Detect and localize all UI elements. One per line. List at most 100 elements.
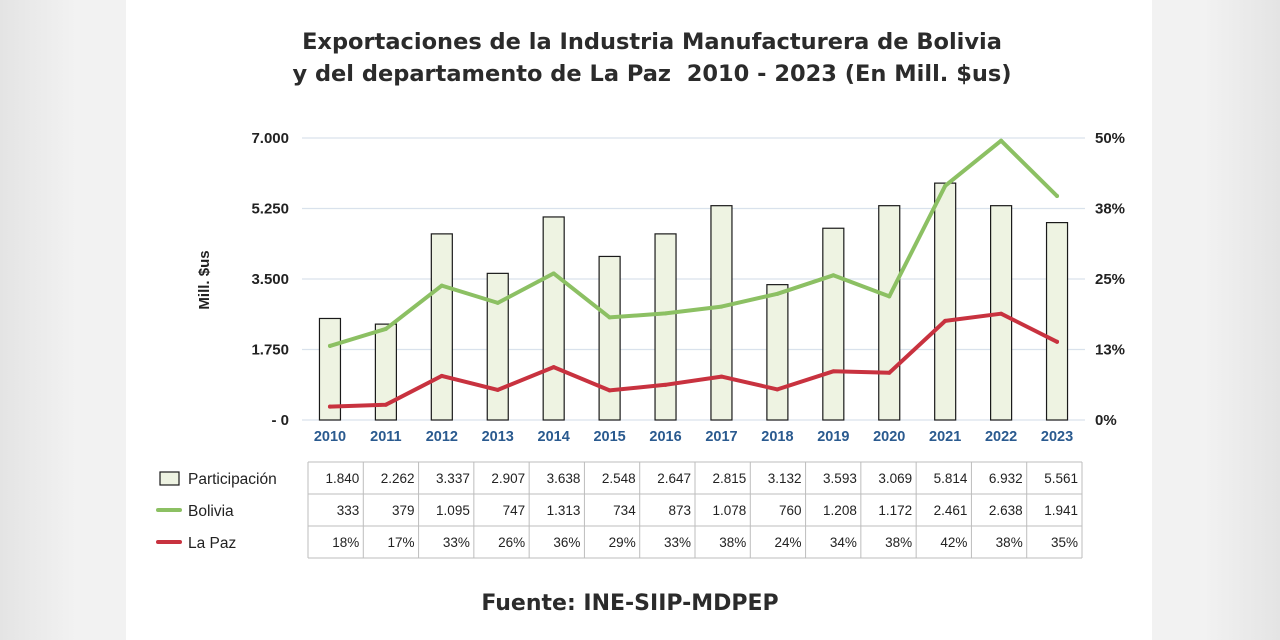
point-la-paz (719, 374, 724, 379)
x-tick-label: 2013 (482, 429, 514, 445)
legend-swatch-participacion (159, 471, 180, 486)
legend-label-bolivia: Bolivia (188, 503, 234, 520)
point-bolivia (383, 326, 388, 331)
bar-participacion (1045, 222, 1069, 421)
point-bolivia (607, 315, 612, 320)
point-la-paz (887, 370, 892, 375)
point-bolivia (943, 183, 948, 188)
x-tick-label: 2022 (985, 429, 1017, 445)
table-cell: 873 (668, 503, 691, 518)
table-cell: 35% (1051, 535, 1078, 550)
table-cell: 2.907 (491, 471, 525, 486)
table-cell: 760 (779, 503, 802, 518)
source-note: Fuente: INE-SIIP-MDPEP (481, 591, 779, 616)
y-right-tick-label: 38% (1095, 201, 1125, 218)
table-cell: 3.337 (436, 471, 470, 486)
table-cell: 747 (503, 503, 526, 518)
bar-participacion (486, 272, 509, 421)
title-line-2: y del departamento de La Paz 2010 - 2023… (292, 61, 1012, 87)
bar-participacion (374, 323, 397, 421)
table-cell: 1.078 (712, 503, 746, 518)
table-cell: 26% (498, 535, 525, 550)
table-cell: 33% (664, 535, 691, 550)
x-tick-label: 2016 (649, 429, 681, 445)
table-cell: 1.172 (878, 503, 912, 518)
x-tick-label: 2014 (538, 429, 570, 445)
lines-group (327, 138, 1060, 409)
y-right-tick-label: 25% (1095, 271, 1125, 288)
table-cell: 2.262 (381, 471, 415, 486)
point-bolivia (495, 300, 500, 305)
point-la-paz (439, 373, 444, 378)
table-cell: 1.941 (1044, 503, 1078, 518)
y-left-tick-label: - 0 (271, 412, 289, 429)
x-tick-label: 2011 (370, 429, 401, 445)
table-cell: 33% (443, 535, 470, 550)
point-la-paz (607, 388, 612, 393)
y-axis-left: 7.000 5.250 3.500 1.750 - 0 (251, 130, 289, 429)
legend: Participación Bolivia La Paz (156, 471, 277, 552)
point-la-paz (551, 365, 556, 370)
table-cell: 2.638 (989, 503, 1023, 518)
table-cell: 42% (940, 535, 967, 550)
point-bolivia (887, 294, 892, 299)
y-axis-right: 50% 38% 25% 13% 0% (1095, 130, 1125, 429)
table-cell: 5.814 (934, 471, 968, 486)
point-la-paz (383, 402, 388, 407)
bar-participacion (710, 205, 733, 421)
point-bolivia (551, 271, 556, 276)
point-bolivia (1055, 193, 1060, 198)
table-cell: 2.647 (657, 471, 691, 486)
table-cell: 1.313 (547, 503, 581, 518)
table-cell: 5.561 (1044, 471, 1078, 486)
point-bolivia (327, 343, 332, 348)
table-cell: 34% (830, 535, 857, 550)
chart-title: Exportaciones de la Industria Manufactur… (126, 26, 1178, 90)
table-cell: 18% (332, 535, 359, 550)
y-left-tick-label: 3.500 (251, 271, 289, 288)
table-cell: 1.208 (823, 503, 857, 518)
x-tick-label: 2010 (314, 429, 346, 445)
point-bolivia (775, 291, 780, 296)
bar-participacion (430, 233, 453, 421)
bar-participacion (934, 182, 957, 421)
bar-participacion (598, 255, 621, 421)
bar-participacion (878, 205, 901, 421)
point-la-paz (775, 387, 780, 392)
y-left-tick-label: 7.000 (251, 130, 289, 147)
y-right-tick-label: 13% (1095, 342, 1125, 359)
table-cell: 3.132 (768, 471, 802, 486)
point-la-paz (327, 404, 332, 409)
bar-participacion (766, 284, 789, 421)
y-left-tick-label: 1.750 (251, 342, 289, 359)
y-right-tick-label: 0% (1095, 412, 1117, 429)
point-la-paz (831, 369, 836, 374)
table-cell: 38% (719, 535, 746, 550)
table-cell: 29% (609, 535, 636, 550)
line-bolivia (328, 138, 1059, 348)
bars-group (318, 182, 1069, 421)
line-la-paz (328, 311, 1059, 409)
point-la-paz (1055, 339, 1060, 344)
data-table: 1.840 2.262 3.337 2.907 3.638 2.548 2.647 2.815… (307, 461, 1083, 559)
title-line-1: Exportaciones de la Industria Manufactur… (302, 29, 1002, 55)
point-bolivia (663, 311, 668, 316)
x-tick-label: 2018 (761, 429, 793, 445)
point-bolivia (831, 273, 836, 278)
table-cell: 1.840 (325, 471, 359, 486)
point-bolivia (999, 138, 1004, 143)
y-left-tick-label: 5.250 (251, 201, 289, 218)
x-tick-label: 2012 (426, 429, 458, 445)
point-la-paz (495, 387, 500, 392)
table-cell: 3.069 (878, 471, 912, 486)
x-tick-label: 2019 (817, 429, 849, 445)
point-la-paz (943, 318, 948, 323)
table-cell: 2.815 (712, 471, 746, 486)
x-tick-label: 2020 (873, 429, 905, 445)
table-cell: 1.095 (436, 503, 470, 518)
y-axis-label: Mill. $us (196, 250, 213, 309)
table-cell: 36% (553, 535, 580, 550)
bar-participacion (542, 216, 565, 421)
x-tick-label: 2017 (705, 429, 737, 445)
